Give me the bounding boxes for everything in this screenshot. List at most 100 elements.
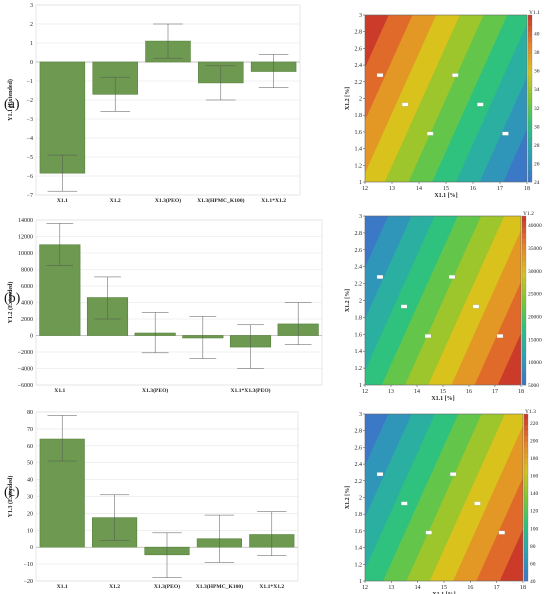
- colorbar-tick-label: 35000: [528, 246, 542, 252]
- y-tick-label: 1.8: [355, 315, 363, 321]
- contour-value-box: [376, 275, 384, 279]
- colorbar-step: [522, 261, 526, 267]
- y-tick-label: 70: [27, 427, 33, 433]
- x-tick-label: 17: [497, 186, 503, 192]
- y-tick-label: 1.2: [355, 163, 363, 169]
- colorbar-title: Y1.2: [523, 211, 534, 217]
- colorbar-tick-label: 80: [530, 544, 536, 550]
- colorbar-step: [522, 289, 526, 296]
- colorbar-step: [524, 519, 528, 526]
- y-tick-label: −20: [24, 579, 33, 585]
- colorbar-step: [528, 76, 532, 83]
- y-tick-label: 2.6: [355, 445, 363, 451]
- colorbar-frame: [521, 215, 527, 386]
- colorbar-tick-label: 140: [530, 491, 539, 497]
- colorbar-title: Y1.3: [525, 409, 536, 415]
- y-tick-label: 1.6: [355, 529, 363, 535]
- contour-band: [383, 414, 483, 581]
- x-category-label: X1.1*X1.2: [261, 198, 286, 204]
- colorbar-step: [528, 15, 532, 21]
- colorbar-tick-label: 60: [530, 561, 536, 567]
- y-tick-label: −4000: [18, 367, 33, 373]
- colorbar-tick-label: 26: [534, 161, 540, 167]
- colorbar-step: [528, 31, 532, 38]
- panel-label-c: (c): [4, 485, 20, 500]
- colorbar-tick-label: 28: [534, 143, 540, 149]
- colorbar-step: [522, 306, 526, 313]
- colorbar-step: [528, 53, 532, 60]
- colorbar-step: [522, 238, 526, 245]
- contour-bands: [365, 414, 523, 581]
- colorbar-step: [528, 92, 532, 99]
- panel-label-b: (b): [4, 291, 21, 306]
- y-tick-label: 10: [27, 528, 33, 534]
- x-tick-label: 13: [389, 186, 395, 192]
- colorbar-step: [528, 109, 532, 116]
- y-tick-label: 2.2: [355, 282, 363, 288]
- bar: [39, 61, 86, 174]
- colorbar-tick-label: 20000: [528, 314, 542, 320]
- colorbar-step: [524, 575, 528, 582]
- contour-value-box: [452, 73, 459, 78]
- colorbar-step: [522, 311, 526, 318]
- x-tick-label: 18: [518, 389, 524, 395]
- colorbar-step: [528, 154, 532, 161]
- x-category-label: X1.2: [110, 198, 121, 204]
- colorbar-step: [524, 475, 528, 482]
- colorbar-step: [528, 115, 532, 122]
- colorbar-step: [528, 159, 532, 166]
- colorbar-tick-label: 5000: [528, 383, 539, 389]
- panel-label-a: (a): [4, 97, 20, 112]
- contour-value-box: [425, 530, 432, 535]
- colorbar-step: [524, 469, 528, 476]
- colorbar-step: [528, 26, 532, 32]
- y-axis-title: Y1.3 (Extended): [7, 476, 14, 518]
- y-tick-label: −2: [27, 98, 33, 104]
- colorbar-step: [524, 486, 528, 493]
- y-tick-label: 0: [30, 334, 33, 340]
- x-tick-label: 14: [416, 186, 422, 192]
- y-tick-label: 6000: [21, 284, 33, 290]
- colorbar-step: [528, 120, 532, 127]
- y-tick-label: 40: [27, 478, 33, 484]
- y-axis-title: X1.2 [%]: [345, 87, 351, 110]
- contour-band: [455, 23, 527, 182]
- contour-band: [451, 230, 521, 385]
- y-tick-label: −5: [27, 155, 33, 161]
- x-category-label: X1.1: [57, 584, 68, 590]
- colorbar-step: [522, 249, 526, 256]
- contour-value-box: [448, 275, 456, 279]
- contour-value-box: [496, 334, 504, 338]
- colorbar-step: [528, 176, 532, 183]
- y-tick-label: 12000: [18, 235, 33, 241]
- y-tick-label: −6000: [18, 383, 33, 389]
- colorbar-step: [524, 452, 528, 459]
- colorbar-step: [524, 542, 528, 548]
- y-tick-label: 3: [359, 412, 362, 418]
- colorbar-tick-label: 40: [534, 32, 540, 38]
- colorbar-step: [524, 414, 528, 420]
- y-tick-label: 1.6: [355, 130, 363, 136]
- colorbar-step: [524, 525, 528, 532]
- y-axis-title: X1.2 [%]: [345, 289, 351, 312]
- bar-chart-0: −7 −6 −5 −4 −3 −2 −1 0 1 2 3 Y1.1 (Extended) X1.1 X1.…: [7, 3, 301, 204]
- colorbar-step: [528, 65, 532, 71]
- colorbar-step: [524, 464, 528, 470]
- contour-band: [499, 529, 523, 581]
- contour-band: [384, 15, 485, 182]
- y-tick-label: 1.4: [355, 546, 363, 552]
- colorbar-tick-label: 10000: [528, 360, 542, 366]
- y-tick-label: 1: [359, 579, 362, 585]
- colorbar-tick-label: 30: [534, 124, 540, 130]
- colorbar-step: [524, 536, 528, 543]
- y-tick-label: 50: [27, 461, 33, 467]
- contour-band: [453, 425, 523, 581]
- contour-value-box: [376, 472, 384, 477]
- x-tick-label: 18: [520, 585, 526, 591]
- colorbar-title: Y1.1: [529, 10, 540, 16]
- colorbar-step: [524, 419, 528, 426]
- y-tick-label: 10000: [18, 251, 33, 257]
- colorbar-step: [522, 216, 526, 222]
- y-tick-label: 2.2: [355, 479, 363, 485]
- colorbar-step: [522, 221, 526, 228]
